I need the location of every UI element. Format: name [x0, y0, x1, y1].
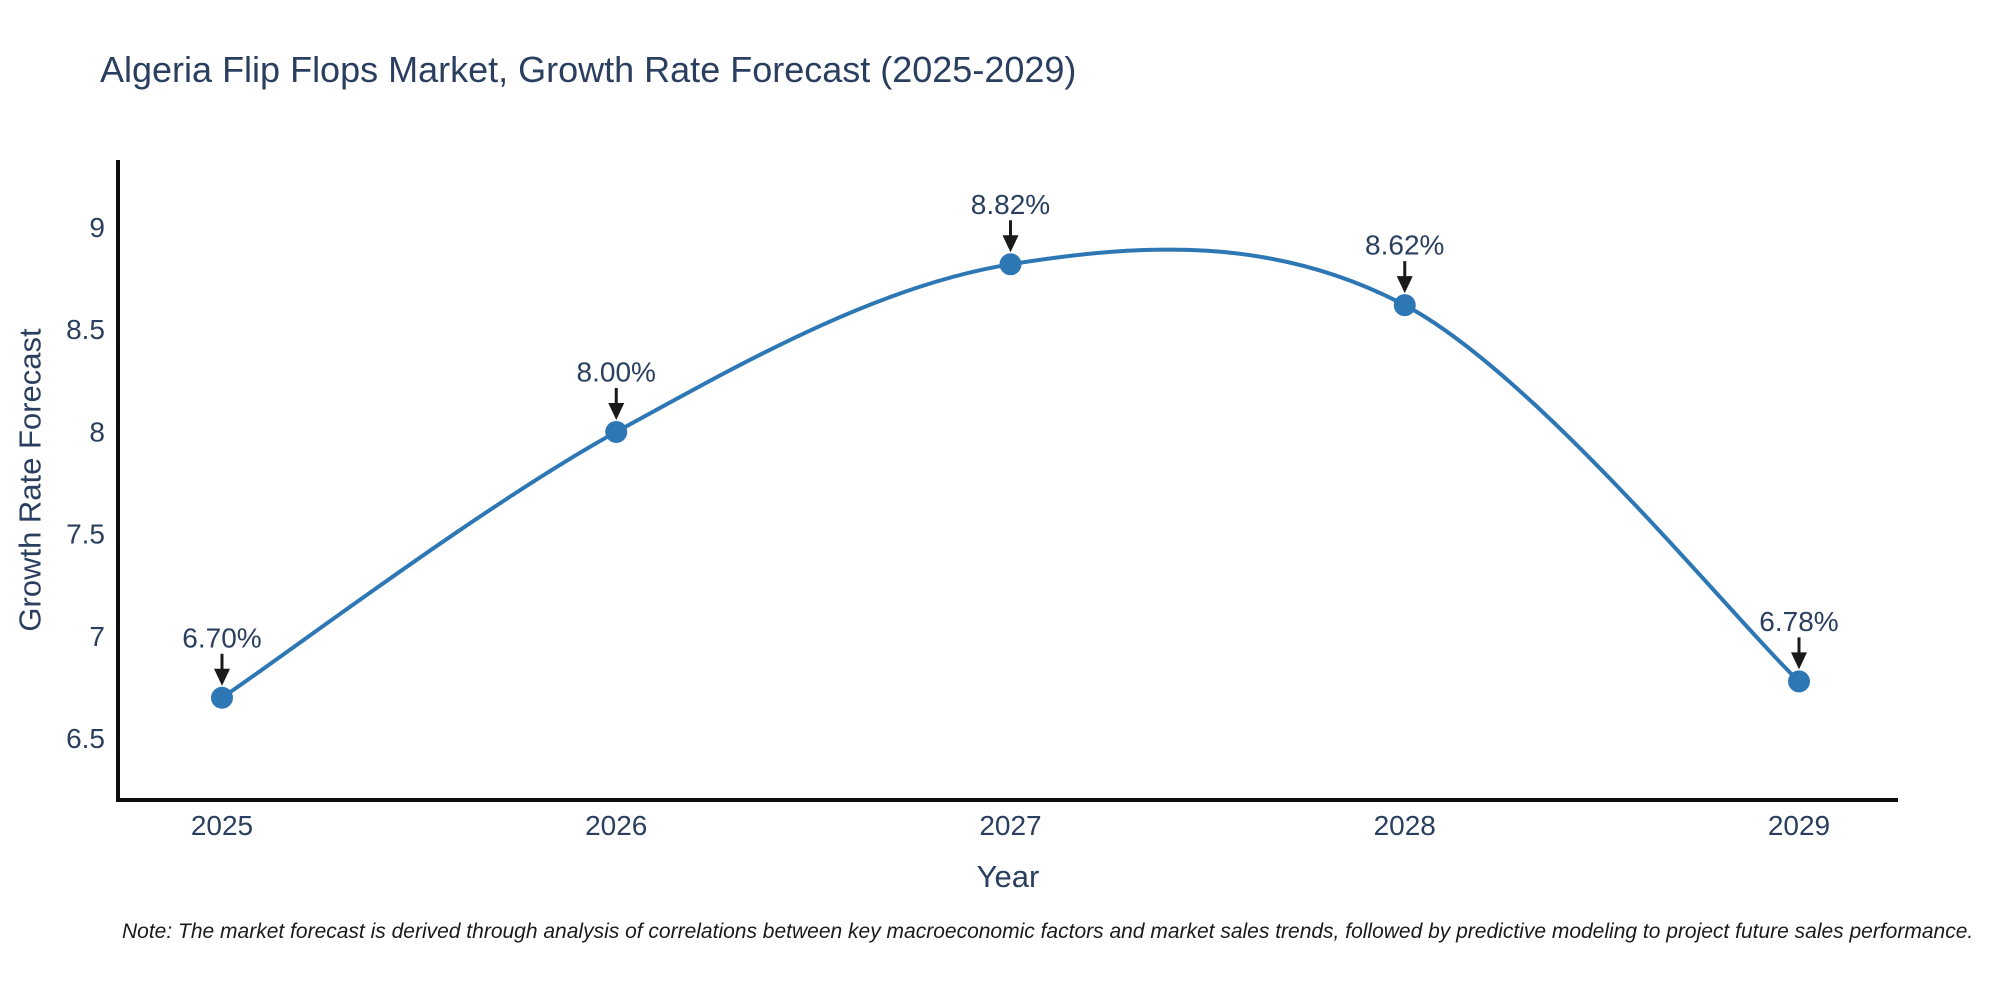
y-tick-label: 7: [89, 621, 105, 652]
plot-area: 6.5 7 7.5 8 8.5 9 2025 2026 2027 2028 2029 6.70% 8.0…: [66, 160, 1898, 841]
x-tick-label: 2029: [1768, 810, 1830, 841]
annotation-arrow-head: [1396, 276, 1413, 294]
x-tick-label: 2025: [191, 810, 253, 841]
y-tick-label: 8: [89, 416, 105, 447]
data-point-marker: [999, 253, 1022, 276]
data-point-marker: [605, 420, 628, 443]
data-point-marker: [211, 686, 233, 709]
data-point-label: 6.70%: [182, 622, 261, 653]
trend-line: [220, 247, 1801, 700]
data-point-label: 8.00%: [577, 356, 656, 387]
annotation-arrow-head: [214, 668, 230, 686]
data-point-marker: [1788, 670, 1810, 693]
data-point-label: 6.78%: [1759, 606, 1838, 637]
y-tick-label: 8.5: [66, 314, 105, 345]
y-tick-label: 7.5: [66, 519, 105, 550]
y-tick-label: 6.5: [66, 723, 105, 754]
y-axis-title: Growth Rate Forecast: [13, 328, 48, 632]
annotation-arrow-head: [1791, 652, 1807, 670]
footnote: Note: The market forecast is derived thr…: [122, 920, 1973, 943]
chart-title: Algeria Flip Flops Market, Growth Rate F…: [100, 49, 1076, 90]
x-tick-label: 2028: [1374, 810, 1436, 841]
x-tick-label: 2026: [585, 810, 647, 841]
data-point-label: 8.82%: [971, 189, 1050, 220]
data-point-marker: [1393, 294, 1416, 317]
x-tick-label: 2027: [979, 810, 1041, 841]
y-tick-label: 9: [89, 212, 105, 243]
data-point-label: 8.62%: [1365, 230, 1444, 261]
annotation-arrow-head: [1002, 235, 1019, 253]
annotation-arrow-head: [608, 402, 625, 420]
x-axis-title: Year: [977, 859, 1040, 894]
